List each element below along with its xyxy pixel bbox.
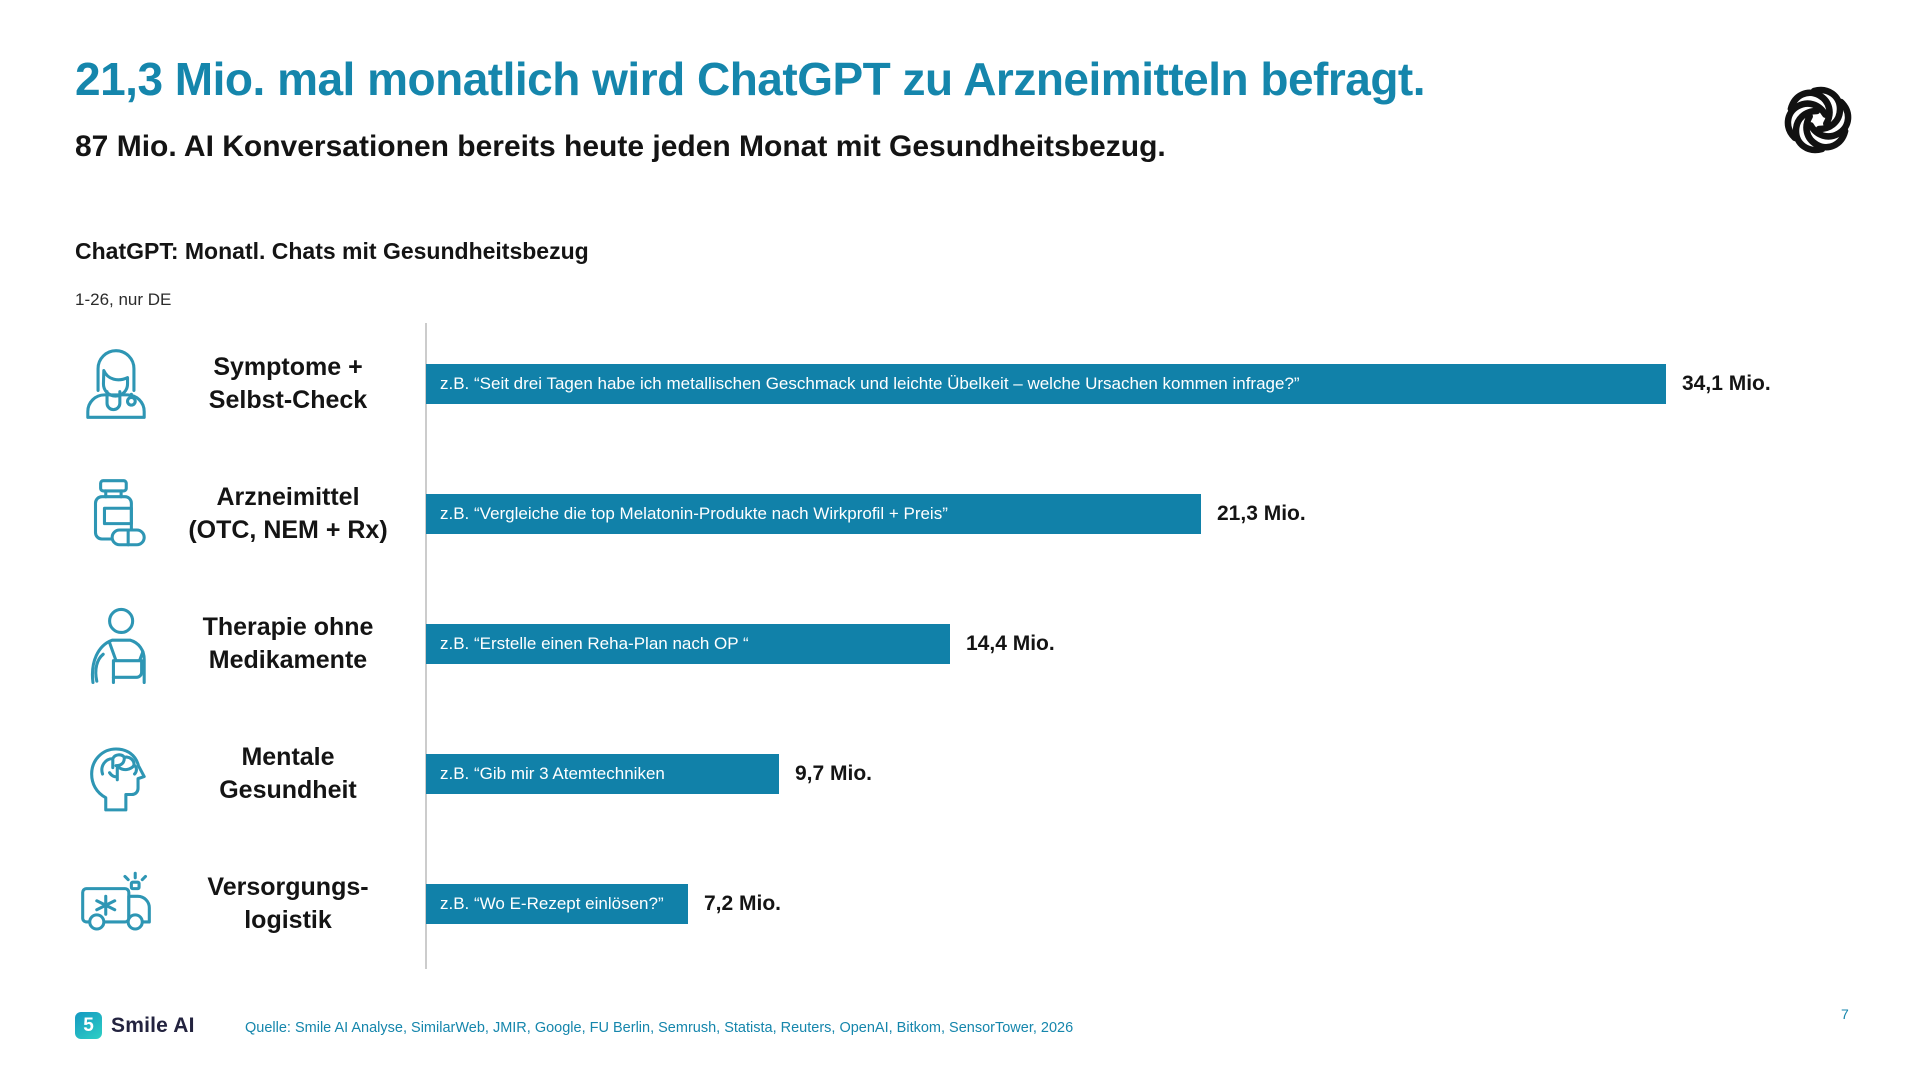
bar-chart: Symptome + Selbst-Check z.B. “Seit drei T… — [75, 319, 1875, 969]
chart-row: Arzneimittel (OTC, NEM + Rx) z.B. “Vergle… — [75, 449, 1875, 579]
bar-value-label: 21,3 Mio. — [1217, 502, 1306, 525]
arm-sling-icon — [75, 596, 157, 692]
medicine-bottle-icon — [75, 466, 157, 562]
bar-value-label: 34,1 Mio. — [1682, 372, 1771, 395]
category-label: Arzneimittel (OTC, NEM + Rx) — [188, 483, 388, 544]
smile-ai-logo-icon: 5 — [75, 1012, 102, 1039]
chart-title: ChatGPT: Monatl. Chats mit Gesundheitsbe… — [75, 238, 589, 264]
bar: z.B. “Vergleiche die top Melatonin-Produ… — [426, 494, 1201, 534]
bar: z.B. “Gib mir 3 Atemtechniken — [426, 754, 779, 794]
openai-logo-icon — [1784, 86, 1852, 154]
chart-row: Mentale Gesundheit z.B. “Gib mir 3 Atemte… — [75, 709, 1875, 839]
bar-annotation: z.B. “Wo E-Rezept einlösen?” — [440, 894, 664, 913]
bar-value-label: 9,7 Mio. — [795, 762, 873, 785]
bar-annotation: z.B. “Vergleiche die top Melatonin-Produ… — [440, 504, 948, 523]
doctor-icon — [75, 336, 157, 432]
brain-head-icon — [75, 726, 157, 822]
chart-row: Therapie ohne Medikamente z.B. “Erstelle … — [75, 579, 1875, 709]
source-note: Quelle: Smile AI Analyse, SimilarWeb, JM… — [245, 1020, 1074, 1036]
bar-annotation: z.B. “Erstelle einen Reha-Plan nach OP “ — [440, 634, 749, 653]
bar-value-label: 14,4 Mio. — [966, 632, 1055, 655]
category-label: Versorgungs-logistik — [207, 873, 369, 934]
chart-row: Symptome + Selbst-Check z.B. “Seit drei T… — [75, 319, 1875, 449]
slide-subtitle: 87 Mio. AI Konversationen bereits heute … — [75, 130, 1166, 163]
smile-ai-logo-text: Smile AI — [111, 1013, 195, 1037]
bar: z.B. “Seit drei Tagen habe ich metallisc… — [426, 364, 1666, 404]
slide-title: 21,3 Mio. mal monatlich wird ChatGPT zu … — [75, 53, 1426, 105]
bar: z.B. “Erstelle einen Reha-Plan nach OP “ — [426, 624, 950, 664]
smile-ai-logo: 5 Smile AI — [75, 1012, 195, 1039]
chart-subtitle: 1-26, nur DE — [75, 290, 172, 309]
page-number: 7 — [1841, 1006, 1849, 1022]
chart-row: Versorgungs-logistik z.B. “Wo E-Rezept e… — [75, 839, 1875, 969]
bar-annotation: z.B. “Gib mir 3 Atemtechniken — [440, 764, 665, 783]
category-label: Mentale Gesundheit — [219, 743, 357, 804]
category-label: Therapie ohne Medikamente — [202, 613, 374, 674]
ambulance-icon — [75, 856, 157, 952]
bar: z.B. “Wo E-Rezept einlösen?” — [426, 884, 688, 924]
bar-value-label: 7,2 Mio. — [704, 892, 782, 915]
category-label: Symptome + Selbst-Check — [208, 353, 368, 414]
bar-annotation: z.B. “Seit drei Tagen habe ich metallisc… — [440, 374, 1300, 393]
